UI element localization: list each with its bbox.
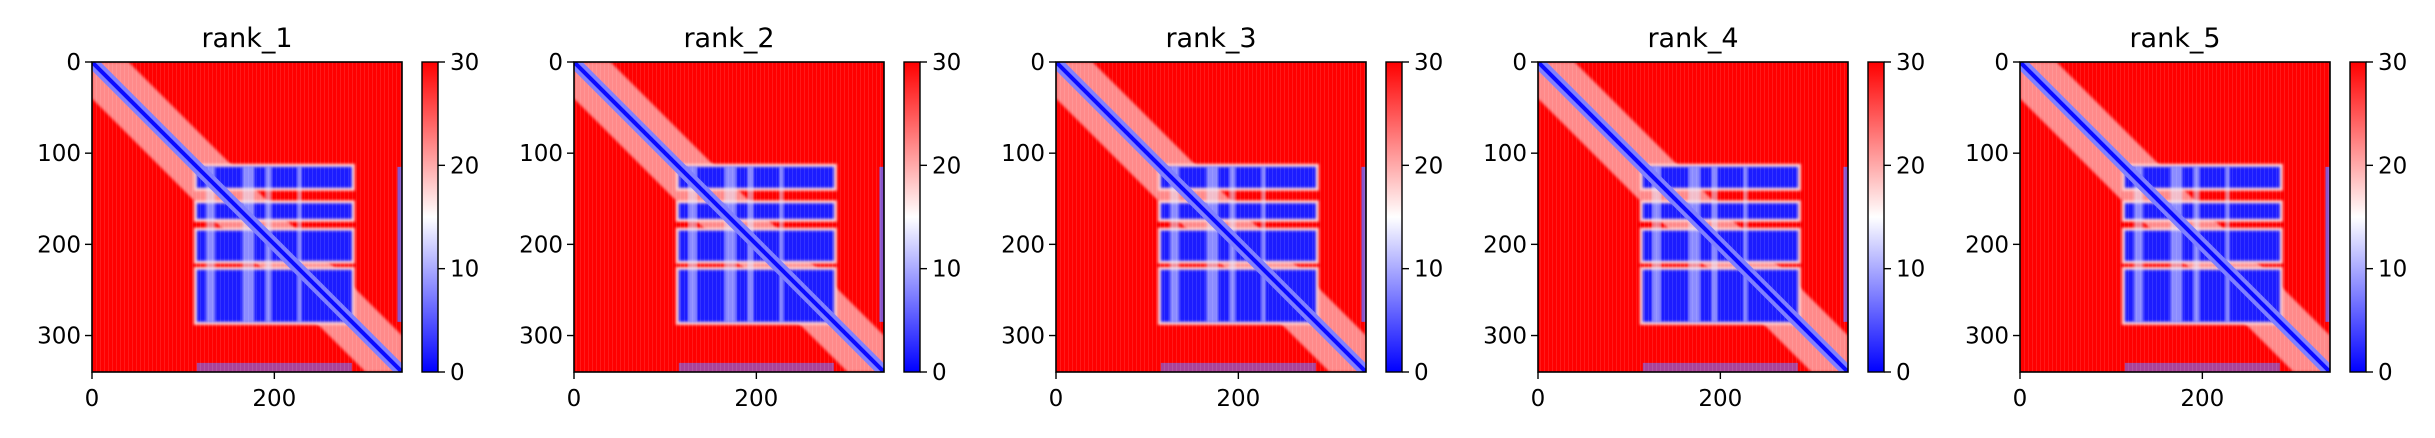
- colorbar-tick-label: 0: [1896, 360, 1911, 386]
- colorbar-tick-label: 0: [2378, 360, 2393, 386]
- colorbar-tick-label: 10: [2378, 257, 2407, 283]
- y-tick-label: 100: [37, 141, 81, 167]
- x-tick-label: 0: [567, 386, 582, 412]
- colorbar-tick-label: 30: [1414, 50, 1443, 76]
- plot-frame: [573, 61, 885, 373]
- y-tick-label: 0: [66, 50, 81, 76]
- diagonal-line: [1056, 62, 1366, 372]
- plot-frame: [91, 61, 403, 373]
- colorbar-tick-label: 20: [932, 153, 961, 179]
- x-tick-label: 200: [252, 386, 296, 412]
- colorbar-tick-label: 0: [932, 360, 947, 386]
- plot-frame: [2019, 61, 2331, 373]
- heatmap-panel-2: rank_2 0 100 200 300 0 200 0 10 20 30: [519, 23, 961, 412]
- panel-title: rank_3: [1165, 23, 1256, 54]
- heatmap-image: [92, 62, 402, 372]
- panel-title: rank_5: [2129, 23, 2220, 54]
- x-tick-label: 0: [85, 386, 100, 412]
- colorbar-tick-label: 20: [1896, 153, 1925, 179]
- y-tick-label: 0: [1512, 50, 1527, 76]
- diagonal-line: [92, 62, 402, 372]
- panel-title: rank_4: [1647, 23, 1738, 54]
- colorbar-tick-label: 10: [1414, 257, 1443, 283]
- y-tick-label: 0: [1994, 50, 2009, 76]
- colorbar-tick-label: 30: [932, 50, 961, 76]
- colorbar-frame: [903, 61, 921, 373]
- x-tick-label: 200: [734, 386, 778, 412]
- colorbar: [904, 62, 920, 372]
- x-tick-label: 0: [1531, 386, 1546, 412]
- x-tick-label: 0: [2013, 386, 2028, 412]
- colorbar-frame: [421, 61, 439, 373]
- y-tick-label: 200: [519, 232, 563, 258]
- colorbar-frame: [1867, 61, 1885, 373]
- colorbar: [1386, 62, 1402, 372]
- heatmap-panel-1: rank_1 0 100 200 300 0 200 0 10 20 30: [37, 23, 479, 412]
- colorbar-tick-label: 20: [2378, 153, 2407, 179]
- y-tick-label: 200: [1965, 232, 2009, 258]
- colorbar: [2350, 62, 2366, 372]
- x-tick-label: 200: [2180, 386, 2224, 412]
- colorbar-tick-label: 10: [932, 257, 961, 283]
- colorbar: [422, 62, 438, 372]
- y-tick-label: 100: [1483, 141, 1527, 167]
- plot-frame: [1055, 61, 1367, 373]
- x-tick-label: 0: [1049, 386, 1064, 412]
- plot-frame: [1537, 61, 1849, 373]
- y-tick-label: 100: [519, 141, 563, 167]
- colorbar: [1868, 62, 1884, 372]
- colorbar-tick-label: 0: [450, 360, 465, 386]
- colorbar-tick-label: 30: [2378, 50, 2407, 76]
- panel-title: rank_1: [201, 23, 292, 54]
- colorbar-tick-label: 30: [1896, 50, 1925, 76]
- colorbar-tick-label: 0: [1414, 360, 1429, 386]
- y-tick-label: 200: [1483, 232, 1527, 258]
- colorbar-tick-label: 30: [450, 50, 479, 76]
- y-tick-label: 100: [1965, 141, 2009, 167]
- y-tick-label: 100: [1001, 141, 1045, 167]
- heatmap-image: [574, 62, 884, 372]
- y-tick-label: 200: [1001, 232, 1045, 258]
- y-tick-label: 300: [1483, 324, 1527, 350]
- y-tick-label: 300: [37, 324, 81, 350]
- y-tick-label: 0: [1030, 50, 1045, 76]
- colorbar-frame: [1385, 61, 1403, 373]
- heatmap-image: [2020, 62, 2330, 372]
- diagonal-line: [1538, 62, 1848, 372]
- y-tick-label: 300: [1965, 324, 2009, 350]
- colorbar-tick-label: 10: [450, 257, 479, 283]
- diagonal-line: [574, 62, 884, 372]
- x-tick-label: 200: [1216, 386, 1260, 412]
- heatmap-panel-3: rank_3 0 100 200 300 0 200 0 10 20 30: [1001, 23, 1443, 412]
- heatmap-panel-5: rank_5 0 100 200 300 0 200 0 10 20 30: [1965, 23, 2407, 412]
- panel-title: rank_2: [683, 23, 774, 54]
- y-tick-label: 300: [1001, 324, 1045, 350]
- heatmap-image: [1056, 62, 1366, 372]
- y-tick-label: 0: [548, 50, 563, 76]
- diagonal-line: [2020, 62, 2330, 372]
- heatmap-image: [1538, 62, 1848, 372]
- colorbar-tick-label: 20: [1414, 153, 1443, 179]
- y-tick-label: 200: [37, 232, 81, 258]
- heatmap-panel-4: rank_4 0 100 200 300 0 200 0 10 20 30: [1483, 23, 1925, 412]
- colorbar-frame: [2349, 61, 2367, 373]
- colorbar-tick-label: 20: [450, 153, 479, 179]
- colorbar-tick-label: 10: [1896, 257, 1925, 283]
- x-tick-label: 200: [1698, 386, 1742, 412]
- y-tick-label: 300: [519, 324, 563, 350]
